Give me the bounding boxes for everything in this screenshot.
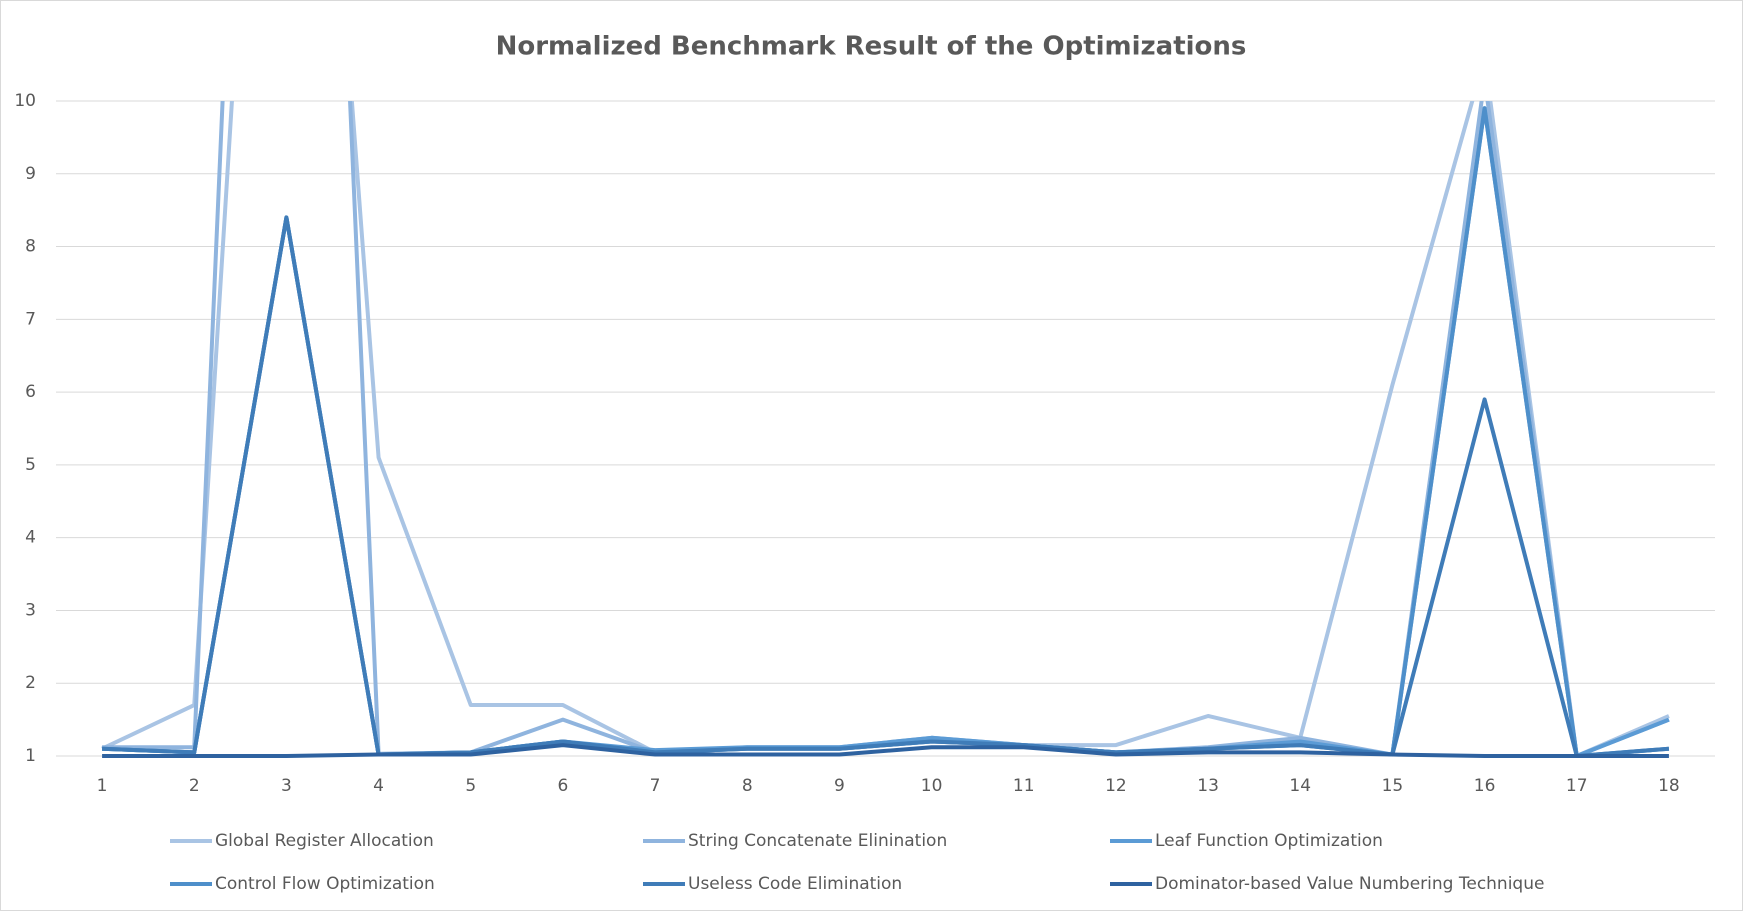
x-tick-label: 3 [281,776,292,796]
x-tick-label: 18 [1658,776,1680,796]
x-tick-label: 1 [97,776,108,796]
legend-label: Global Register Allocation [215,831,434,851]
y-tick-label: 3 [25,600,36,620]
x-tick-label: 2 [189,776,200,796]
legend-label: Control Flow Optimization [215,874,435,894]
legend-label: String Concatenate Elinination [688,831,947,851]
legend-label: Useless Code Elimination [688,874,902,894]
x-tick-label: 14 [1289,776,1311,796]
legend-label: Leaf Function Optimization [1155,831,1383,851]
series-line [102,215,1670,758]
x-tick-label: 10 [921,776,943,796]
x-tick-label: 9 [834,776,845,796]
x-tick-label: 5 [465,776,476,796]
y-tick-label: 6 [25,382,36,402]
y-tick-label: 5 [25,455,36,475]
chart-title: Normalized Benchmark Result of the Optim… [496,32,1247,62]
y-tick-label: 10 [14,91,36,111]
y-tick-label: 7 [25,309,36,329]
y-tick-label: 1 [25,746,36,766]
x-tick-label: 11 [1013,776,1035,796]
x-tick-label: 12 [1105,776,1127,796]
series-line [102,743,1669,758]
y-tick-label: 8 [25,237,36,257]
y-tick-label: 2 [25,673,36,693]
y-tick-label: 9 [25,164,36,184]
x-tick-label: 8 [742,776,753,796]
x-tick-label: 15 [1382,776,1404,796]
x-tick-label: 13 [1197,776,1219,796]
x-tick-label: 17 [1566,776,1588,796]
legend-label: Dominator-based Value Numbering Techniqu… [1155,874,1544,894]
x-tick-label: 7 [650,776,661,796]
x-tick-label: 6 [558,776,569,796]
plot-area [101,101,1670,758]
y-tick-label: 4 [25,528,36,548]
x-tick-label: 16 [1474,776,1496,796]
x-tick-label: 4 [373,776,384,796]
